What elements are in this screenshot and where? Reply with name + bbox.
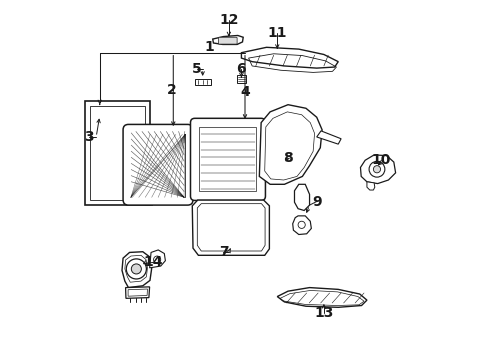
Circle shape <box>298 221 305 228</box>
Circle shape <box>369 161 385 177</box>
Polygon shape <box>122 252 152 288</box>
Polygon shape <box>367 182 375 190</box>
Circle shape <box>153 256 161 263</box>
Text: 6: 6 <box>237 62 246 76</box>
Polygon shape <box>213 36 243 44</box>
Polygon shape <box>294 184 310 211</box>
Polygon shape <box>242 47 338 68</box>
Polygon shape <box>277 288 367 307</box>
Polygon shape <box>259 105 322 184</box>
FancyBboxPatch shape <box>123 125 193 205</box>
FancyBboxPatch shape <box>191 118 266 201</box>
Polygon shape <box>361 155 395 184</box>
Polygon shape <box>85 101 150 205</box>
Circle shape <box>373 166 381 173</box>
Text: 5: 5 <box>192 62 201 76</box>
Polygon shape <box>192 200 270 255</box>
Circle shape <box>131 264 141 274</box>
Polygon shape <box>195 79 211 85</box>
Polygon shape <box>317 131 341 144</box>
Text: 13: 13 <box>314 306 334 320</box>
Text: 14: 14 <box>144 256 163 270</box>
Circle shape <box>126 259 147 279</box>
Text: 4: 4 <box>240 85 250 99</box>
Text: 8: 8 <box>283 152 293 166</box>
Text: 12: 12 <box>219 13 239 27</box>
Text: 1: 1 <box>204 40 214 54</box>
Polygon shape <box>145 200 152 205</box>
Text: 7: 7 <box>219 245 228 259</box>
Polygon shape <box>149 250 166 268</box>
Polygon shape <box>125 287 149 298</box>
Text: 11: 11 <box>268 26 287 40</box>
FancyBboxPatch shape <box>219 37 237 44</box>
Polygon shape <box>293 216 311 234</box>
Text: 2: 2 <box>167 84 176 97</box>
Text: 3: 3 <box>84 130 94 144</box>
Polygon shape <box>237 75 245 83</box>
Text: 9: 9 <box>312 194 321 208</box>
Text: 10: 10 <box>371 153 391 167</box>
